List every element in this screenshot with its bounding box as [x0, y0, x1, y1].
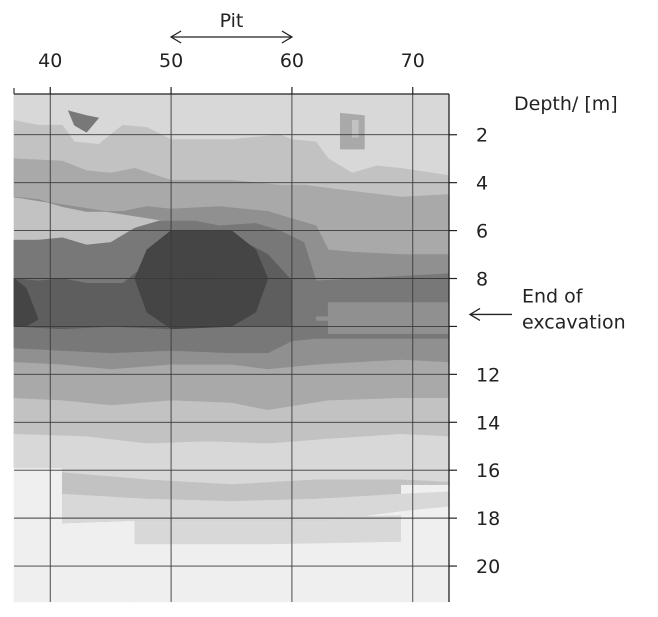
y-tick-label: 6: [476, 221, 488, 243]
y-tick-label: 18: [476, 508, 500, 530]
y-tick-label: 4: [476, 173, 488, 195]
contour-region-level-5: [315, 316, 377, 321]
contour-region-level-1: [134, 541, 402, 603]
excavation-arrowhead: [468, 307, 481, 322]
y-tick-label: 14: [476, 412, 500, 434]
excavation-label-line1: End of: [522, 285, 584, 307]
y-tick-label: 12: [476, 364, 500, 386]
excavation-label-line2: excavation: [522, 311, 626, 333]
y-tick-label: 20: [476, 556, 500, 578]
depth-axis-label: Depth/ [m]: [514, 93, 618, 115]
grid-lines: [14, 94, 449, 602]
x-tick-label: 70: [401, 50, 425, 72]
pit-arrowhead-right: [281, 30, 294, 44]
pit-label: Pit: [220, 10, 244, 32]
pit-annotation: Pit: [169, 10, 294, 44]
y-tick-label: 16: [476, 460, 500, 482]
y-tick-label: 2: [476, 125, 488, 147]
contour-regions: [13, 93, 450, 603]
contour-region-level-6: [67, 110, 100, 133]
excavation-label: End of excavation: [522, 285, 626, 333]
x-tick-label: 60: [280, 50, 304, 72]
excavation-annotation: End of excavation: [468, 285, 626, 333]
x-tick-label: 50: [159, 50, 183, 72]
pit-arrowhead-left: [169, 30, 182, 44]
contour-region-level-3: [351, 120, 359, 138]
y-tick-label: 8: [476, 269, 488, 291]
axes: 40 50 60 70 2 4 6 8 12 14 16 18 20: [13, 50, 500, 602]
x-tick-label: 40: [38, 50, 62, 72]
contour-region-level-8: [13, 277, 39, 327]
